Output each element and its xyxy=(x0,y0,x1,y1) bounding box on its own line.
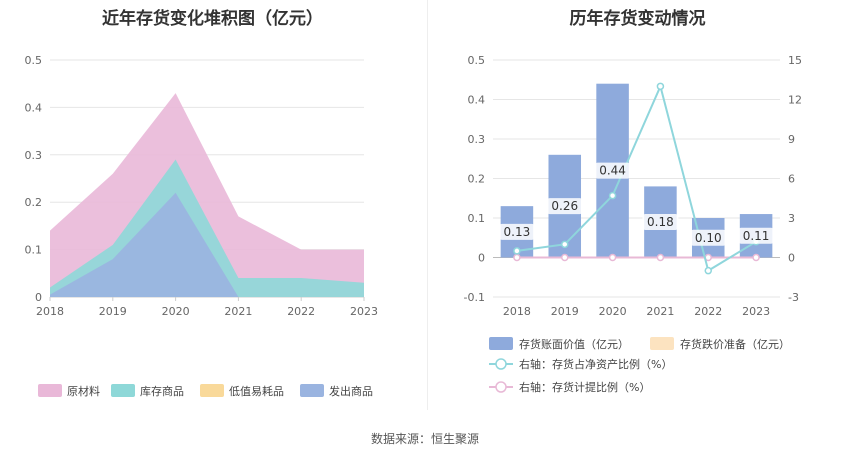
right-line-point xyxy=(656,82,665,91)
left-y-tick-label: 0.1 xyxy=(25,244,43,257)
right-y-tick-label: 0 xyxy=(478,252,485,265)
right-bar-label-bg xyxy=(498,223,535,240)
left-area-3 xyxy=(50,192,364,297)
right-bar-data-label: 0.44 xyxy=(599,164,626,178)
right-line-point xyxy=(561,253,569,262)
right-line-point xyxy=(752,253,760,262)
right-line-point xyxy=(561,240,569,249)
right-legend-label: 右轴：存货计提比例（%） xyxy=(519,380,650,394)
left-x-tick-label: 2018 xyxy=(36,305,64,318)
right-legend-label: 右轴：存货占净资产比例（%） xyxy=(519,357,672,371)
right-y2-tick-label: 0 xyxy=(788,252,795,265)
right-y2-tick-label: 12 xyxy=(788,94,802,107)
left-x-tick-label: 2022 xyxy=(287,305,315,318)
right-legend-marker xyxy=(495,381,507,393)
right-bar-label-bg xyxy=(738,227,775,244)
left-legend-swatch xyxy=(200,384,224,397)
right-line-point xyxy=(656,253,665,262)
left-y-tick-label: 0.3 xyxy=(25,149,43,162)
right-line-point xyxy=(608,191,617,200)
data-source-note: 数据来源：恒生聚源 xyxy=(370,432,479,446)
right-bar-data-label: 0.18 xyxy=(647,215,674,229)
right-line-net-asset-ratio xyxy=(516,83,757,273)
right-x-tick-label: 2023 xyxy=(742,305,770,318)
right-y2-tick-label: 9 xyxy=(788,133,795,146)
left-x-tick-label: 2021 xyxy=(224,305,252,318)
right-chart-title: 历年存货变动情况 xyxy=(569,9,706,29)
right-line-point xyxy=(608,253,617,262)
right-legend-marker xyxy=(495,358,507,370)
left-x-tick-label: 2020 xyxy=(162,305,190,318)
right-y-tick-label: 0.2 xyxy=(468,173,486,186)
left-y-tick-label: 0 xyxy=(35,291,42,304)
panel-divider xyxy=(427,0,428,410)
right-bar-data-label: 0.13 xyxy=(504,225,531,239)
right-y-tick-label: -0.1 xyxy=(464,291,485,304)
left-y-tick-label: 0.2 xyxy=(25,196,43,209)
right-bar-data-label: 0.11 xyxy=(743,229,770,243)
left-legend-swatch xyxy=(111,384,135,397)
right-bar-label-bg xyxy=(642,213,679,230)
right-bar-data-label: 0.10 xyxy=(695,231,722,245)
right-y-tick-label: 0.3 xyxy=(468,133,486,146)
right-x-tick-label: 2019 xyxy=(551,305,579,318)
right-line-point xyxy=(513,247,521,255)
right-x-tick-label: 2020 xyxy=(599,305,627,318)
right-line-point xyxy=(704,266,712,275)
left-legend-swatch xyxy=(38,384,62,397)
right-bar-label-bg xyxy=(594,162,631,179)
right-y2-tick-label: 15 xyxy=(788,54,802,67)
right-line-point xyxy=(513,253,521,262)
right-bar-data-label: 0.26 xyxy=(551,199,578,213)
right-legend-swatch-bar xyxy=(489,337,513,350)
left-legend-label: 库存商品 xyxy=(140,384,184,398)
left-legend-label: 原材料 xyxy=(67,384,100,398)
left-y-tick-label: 0.5 xyxy=(25,54,43,67)
right-y-tick-label: 0.1 xyxy=(468,212,486,225)
left-legend-swatch xyxy=(300,384,324,397)
right-x-tick-label: 2022 xyxy=(694,305,722,318)
left-legend-label: 发出商品 xyxy=(329,384,373,398)
left-y-tick-label: 0.4 xyxy=(25,101,43,114)
right-y2-tick-label: -3 xyxy=(788,291,799,304)
right-x-tick-label: 2021 xyxy=(646,305,674,318)
right-y-tick-label: 0.5 xyxy=(468,54,486,67)
right-bar-label-bg xyxy=(690,229,727,246)
right-x-tick-label: 2018 xyxy=(503,305,531,318)
left-legend-label: 低值易耗品 xyxy=(229,385,284,398)
left-x-tick-label: 2019 xyxy=(99,305,127,318)
left-x-tick-label: 2023 xyxy=(350,305,378,318)
right-y2-tick-label: 3 xyxy=(788,212,795,225)
right-legend-swatch-provision xyxy=(650,337,674,350)
left-chart-title: 近年存货变化堆积图（亿元） xyxy=(102,9,323,29)
right-bar-label-bg xyxy=(546,198,583,215)
right-legend-label: 存货跌价准备（亿元） xyxy=(680,337,790,351)
right-legend-label: 存货账面价值（亿元） xyxy=(519,337,629,351)
right-y2-tick-label: 6 xyxy=(788,173,795,186)
right-y-tick-label: 0.4 xyxy=(468,94,486,107)
